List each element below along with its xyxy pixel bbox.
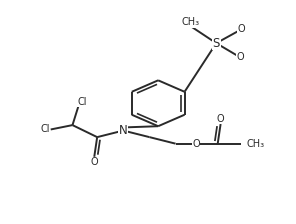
Text: O: O — [238, 24, 245, 34]
Text: O: O — [217, 114, 224, 124]
Text: CH₃: CH₃ — [246, 139, 264, 149]
Text: N: N — [119, 124, 128, 137]
Text: O: O — [91, 157, 98, 167]
Text: S: S — [213, 37, 220, 50]
Text: Cl: Cl — [77, 97, 86, 107]
Text: Cl: Cl — [40, 125, 50, 134]
Text: CH₃: CH₃ — [181, 17, 199, 27]
Text: O: O — [192, 139, 200, 149]
Text: O: O — [236, 52, 244, 62]
